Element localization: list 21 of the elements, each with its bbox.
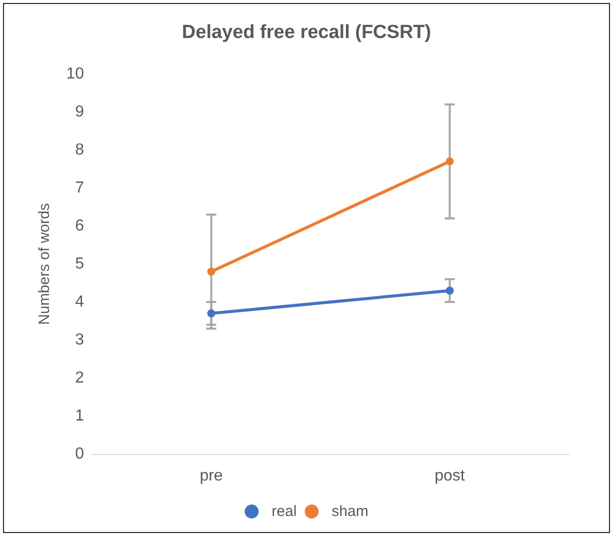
point xyxy=(207,268,216,276)
y-tick-label: 2 xyxy=(75,370,84,386)
y-tick-label: 9 xyxy=(75,104,84,120)
point xyxy=(207,309,216,318)
legend-label: sham xyxy=(332,503,368,520)
legend-label: real xyxy=(272,503,297,520)
chart-title: Delayed free recall (FCSRT) xyxy=(182,22,432,43)
y-tick-label: 6 xyxy=(75,218,84,234)
y-tick-label: 10 xyxy=(66,66,84,82)
y-axis-title: Numbers of words xyxy=(36,203,53,325)
point xyxy=(446,286,454,295)
point xyxy=(446,157,454,166)
y-tick-label: 8 xyxy=(75,142,84,158)
y-tick-label: 1 xyxy=(75,408,84,424)
y-tick-label: 4 xyxy=(75,294,84,310)
y-tick-label: 7 xyxy=(75,180,84,196)
x-tick-label: post xyxy=(434,468,466,484)
y-tick-label: 5 xyxy=(75,256,84,272)
y-tick-label: 3 xyxy=(75,332,84,348)
x-tick-label: pre xyxy=(200,468,223,484)
y-tick-label: 0 xyxy=(75,446,84,462)
